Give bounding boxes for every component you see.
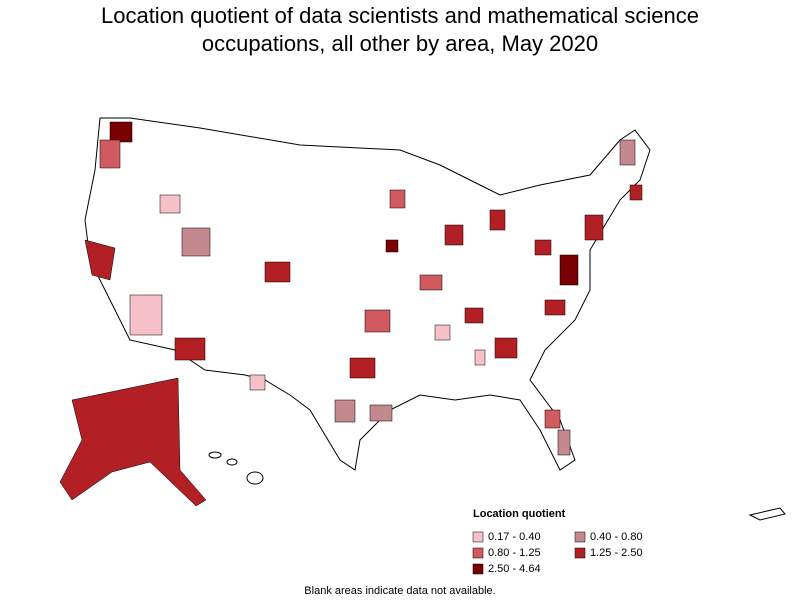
legend-label: 0.17 - 0.40 — [488, 531, 541, 543]
area — [99, 139, 121, 169]
area — [385, 239, 399, 253]
area — [249, 374, 266, 391]
hawaii — [208, 451, 264, 485]
area — [364, 309, 391, 333]
area — [129, 294, 163, 336]
area — [444, 224, 464, 246]
area — [159, 194, 181, 214]
area — [264, 261, 291, 283]
area — [174, 337, 206, 361]
area — [109, 121, 133, 143]
area — [494, 337, 518, 359]
legend-title: Location quotient — [473, 508, 566, 520]
legend-swatch — [472, 547, 484, 559]
legend-swatch — [472, 531, 484, 543]
puerto-rico — [748, 507, 786, 521]
map-title: Location quotient of data scientists and… — [100, 3, 700, 56]
area — [544, 299, 566, 316]
legend-label: 0.80 - 1.25 — [488, 547, 541, 559]
area — [84, 239, 116, 281]
legend-swatch — [574, 531, 586, 543]
legend-swatch — [574, 547, 586, 559]
area — [489, 209, 506, 231]
area — [619, 139, 636, 166]
area — [557, 429, 571, 456]
legend-label: 2.50 - 4.64 — [488, 563, 541, 575]
alaska — [59, 377, 207, 507]
area — [534, 239, 552, 256]
area — [474, 349, 486, 366]
area — [629, 184, 643, 201]
area — [334, 399, 356, 423]
area — [369, 404, 393, 422]
legend-label: 1.25 - 2.50 — [590, 547, 643, 559]
area — [434, 324, 451, 341]
legend: 0.17 - 0.40 0.40 - 0.80 0.80 - 1.25 1.25 - … — [472, 531, 643, 575]
footnote: Blank areas indicate data not available. — [304, 585, 495, 597]
area — [584, 214, 604, 241]
area — [419, 274, 443, 291]
area — [559, 254, 579, 286]
contiguous-us — [84, 117, 651, 471]
legend-label: 0.40 - 0.80 — [590, 531, 643, 543]
areas — [84, 121, 643, 456]
area — [349, 357, 376, 379]
area — [544, 409, 561, 429]
area — [389, 189, 406, 209]
area — [464, 307, 484, 324]
area — [181, 227, 211, 257]
legend-swatch — [472, 563, 484, 575]
